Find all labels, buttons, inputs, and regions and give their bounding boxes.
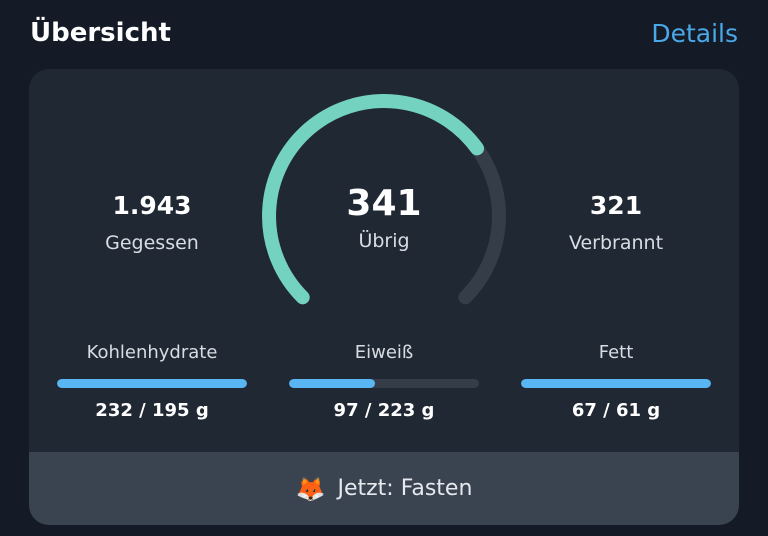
- eaten-value: 1.943: [112, 191, 192, 220]
- burned-value: 321: [589, 191, 643, 220]
- macro-progress-track: [521, 379, 711, 388]
- overview-card: 1.943 Gegessen 341 Übrig 321 Verbrannt K…: [29, 69, 739, 525]
- macro-label: Eiweiß: [354, 342, 414, 363]
- macro-progress-fill: [57, 379, 247, 388]
- burned-stat: 321 Verbrannt: [516, 191, 716, 254]
- details-link[interactable]: Details: [651, 19, 738, 48]
- eaten-stat: 1.943 Gegessen: [52, 191, 252, 254]
- macro-progress-fill: [289, 379, 375, 388]
- gauge-fill: [262, 94, 485, 305]
- page-title: Übersicht: [30, 18, 171, 48]
- macro-label: Kohlenhydrate: [86, 342, 218, 363]
- fasting-status-label: Jetzt: Fasten: [337, 476, 473, 501]
- macro-progress-fill: [521, 379, 711, 388]
- fox-icon: 🦊: [295, 474, 326, 503]
- remaining-stat: 341 Übrig: [284, 183, 484, 252]
- remaining-label: Übrig: [358, 230, 410, 252]
- macro-value: 232 / 195 g: [95, 400, 209, 421]
- calorie-gauge: [262, 94, 506, 305]
- macro-protein: Eiweiß 97 / 223 g: [289, 342, 479, 421]
- macro-progress-track: [57, 379, 247, 388]
- remaining-value: 341: [346, 183, 422, 224]
- eaten-label: Gegessen: [105, 232, 199, 254]
- macro-value: 97 / 223 g: [333, 400, 435, 421]
- macro-progress-track: [289, 379, 479, 388]
- burned-label: Verbrannt: [568, 232, 664, 254]
- header: Übersicht Details: [0, 0, 768, 70]
- fasting-status-bar[interactable]: 🦊 Jetzt: Fasten: [29, 452, 739, 525]
- macro-fat: Fett 67 / 61 g: [521, 342, 711, 421]
- macro-value: 67 / 61 g: [571, 400, 661, 421]
- macro-carbs: Kohlenhydrate 232 / 195 g: [57, 342, 247, 421]
- macro-label: Fett: [598, 342, 634, 363]
